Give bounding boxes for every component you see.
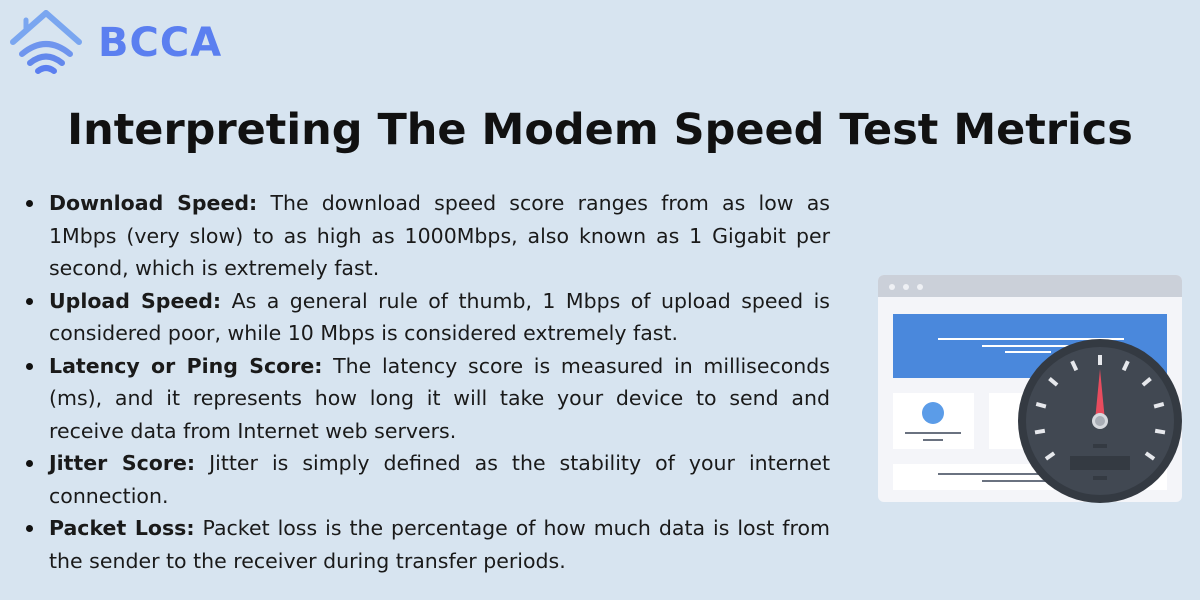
speed-test-illustration	[878, 275, 1182, 503]
item-text: As a general rule of thumb, 1 Mbps of up…	[49, 288, 830, 346]
gauge-tick	[1154, 428, 1166, 435]
metrics-list: Download Speed: The download speed score…	[22, 187, 830, 577]
item-term: Download Speed:	[49, 191, 258, 215]
gauge-tick	[1121, 360, 1130, 372]
logo-text: BCCA	[98, 20, 223, 66]
list-item: Latency or Ping Score: The latency score…	[22, 350, 830, 448]
house-wifi-icon	[10, 10, 82, 74]
item-term: Packet Loss:	[49, 516, 195, 540]
list-item: Download Speed: The download speed score…	[22, 187, 830, 285]
list-item: Jitter Score: Jitter is simply defined a…	[22, 447, 830, 512]
list-item: Upload Speed: As a general rule of thumb…	[22, 285, 830, 350]
list-item: Packet Loss: Packet loss is the percenta…	[22, 512, 830, 577]
gauge-tick	[1153, 401, 1165, 409]
brand-logo: BCCA	[10, 10, 222, 76]
item-text: Jitter is simply defined as the stabilit…	[49, 451, 831, 508]
gauge-tick	[1035, 401, 1047, 409]
item-text: The latency score is measured in millise…	[49, 353, 830, 443]
gauge-tick	[1144, 451, 1156, 461]
item-text: Packet loss is the percentage of how muc…	[49, 516, 830, 573]
item-text: The download speed score ranges from as …	[49, 191, 830, 280]
item-term: Latency or Ping Score:	[49, 353, 323, 378]
gauge-tick	[1044, 451, 1056, 461]
item-term: Jitter Score:	[49, 451, 196, 475]
speedometer-icon	[1018, 339, 1182, 503]
item-term: Upload Speed:	[49, 288, 222, 313]
page-title: Interpreting The Modem Speed Test Metric…	[67, 105, 1133, 155]
gauge-tick	[1070, 360, 1079, 372]
gauge-tick	[1141, 377, 1152, 387]
gauge-tick	[1048, 377, 1059, 387]
gauge-tick	[1034, 428, 1046, 435]
